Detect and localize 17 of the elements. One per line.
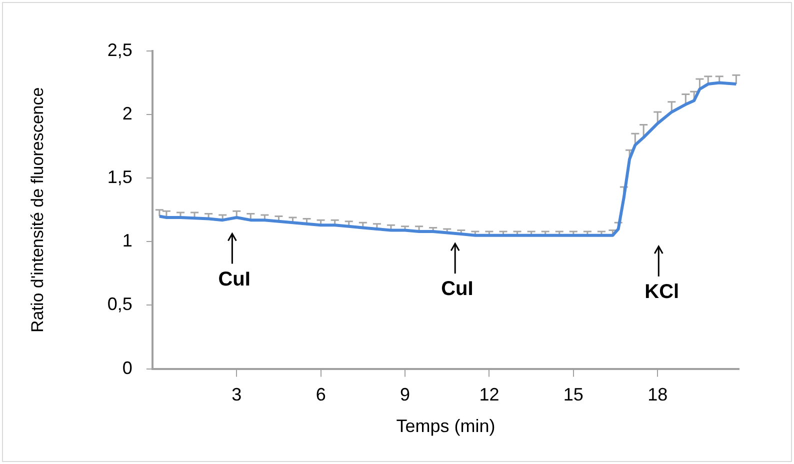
annotation: CuI (218, 268, 250, 290)
y-tick-label: 0,5 (107, 294, 132, 314)
x-tick-label: 15 (563, 384, 584, 405)
annotation: KCl (644, 280, 680, 303)
y-tick-label: 0 (122, 358, 132, 378)
y-tick-label: 1 (122, 230, 132, 251)
x-axis-title: Temps (min) (396, 416, 496, 436)
x-tick-label: 12 (479, 384, 500, 405)
y-tick-label: 1,5 (107, 167, 132, 188)
y-axis-title: Ratio d'intensité de fluorescence (28, 87, 47, 332)
y-tick-label: 2,5 (107, 40, 132, 60)
annotation: CuI (441, 278, 474, 300)
x-tick-label: 9 (400, 384, 410, 405)
x-tick-label: 3 (232, 384, 242, 405)
x-tick-label: 18 (648, 384, 668, 405)
y-tick-label: 2 (122, 104, 132, 124)
x-tick-label: 6 (316, 384, 326, 405)
